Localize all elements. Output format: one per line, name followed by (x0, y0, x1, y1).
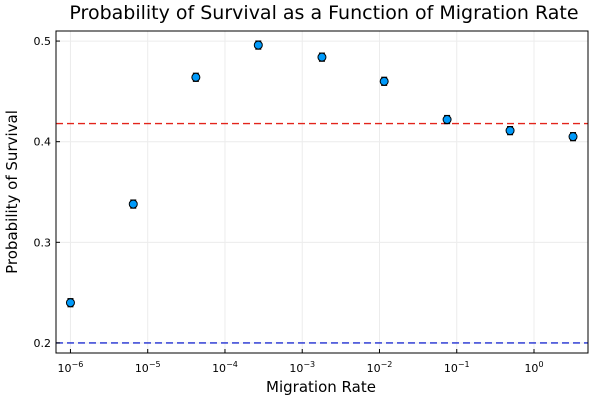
data-point (442, 115, 452, 125)
reference-lines (56, 122, 588, 344)
y-axis-label: Probability of Survival (3, 110, 21, 274)
x-axis-label: Migration Rate (266, 378, 376, 396)
data-point (65, 298, 75, 308)
x-tick-label: 10−2 (367, 360, 393, 375)
x-tick-label: 10−5 (135, 360, 161, 375)
data-point (317, 52, 327, 62)
data-point (253, 40, 263, 50)
chart-title: Probability of Survival as a Function of… (69, 2, 578, 24)
grid (56, 31, 588, 353)
axis-ticks: 10−6 10−5 10−4 10−3 10−2 10−1 100 0.2 0.3 0.4 0.5 (34, 35, 544, 375)
y-tick-label: 0.5 (34, 35, 52, 48)
x-tick-label: 10−4 (212, 360, 238, 375)
data-points (65, 40, 578, 308)
data-point (568, 132, 578, 142)
x-tick-label: 10−3 (289, 360, 315, 375)
y-tick-label: 0.3 (34, 236, 52, 249)
data-point (379, 76, 389, 86)
x-tick-label: 100 (524, 360, 543, 375)
x-tick-label: 10−6 (58, 360, 84, 375)
y-tick-label: 0.2 (34, 337, 52, 350)
y-tick-label: 0.4 (34, 136, 52, 149)
plot-frame (55, 30, 589, 354)
data-point (505, 126, 515, 136)
data-point (128, 199, 138, 209)
x-tick-label: 10−1 (444, 360, 470, 375)
data-point (191, 72, 201, 82)
